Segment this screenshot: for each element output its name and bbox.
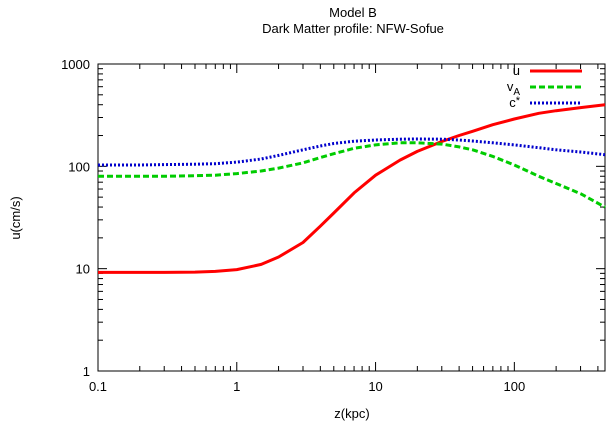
chart-title: Model B xyxy=(329,5,377,20)
y-axis-label: u(cm/s) xyxy=(8,196,23,239)
y-tick-label: 10 xyxy=(76,262,90,277)
legend-label-u: u xyxy=(513,63,520,78)
x-tick-label: 0.1 xyxy=(89,379,107,394)
series-line-c- xyxy=(98,137,606,167)
y-tick-label: 1 xyxy=(83,364,90,379)
series-line-u xyxy=(98,103,606,274)
series-line-v-a xyxy=(98,141,606,209)
x-tick-label: 10 xyxy=(368,379,382,394)
y-tick-label: 100 xyxy=(68,159,90,174)
plot-frame xyxy=(97,63,606,372)
x-tick-label: 1 xyxy=(233,379,240,394)
series-layer xyxy=(98,103,606,274)
x-tick-label: 100 xyxy=(503,379,525,394)
y-tick-label: 1000 xyxy=(61,57,90,72)
x-axis-label: z(kpc) xyxy=(334,406,369,421)
legend-label-c-: c* xyxy=(509,95,521,110)
chart-subtitle: Dark Matter profile: NFW-Sofue xyxy=(262,21,444,36)
